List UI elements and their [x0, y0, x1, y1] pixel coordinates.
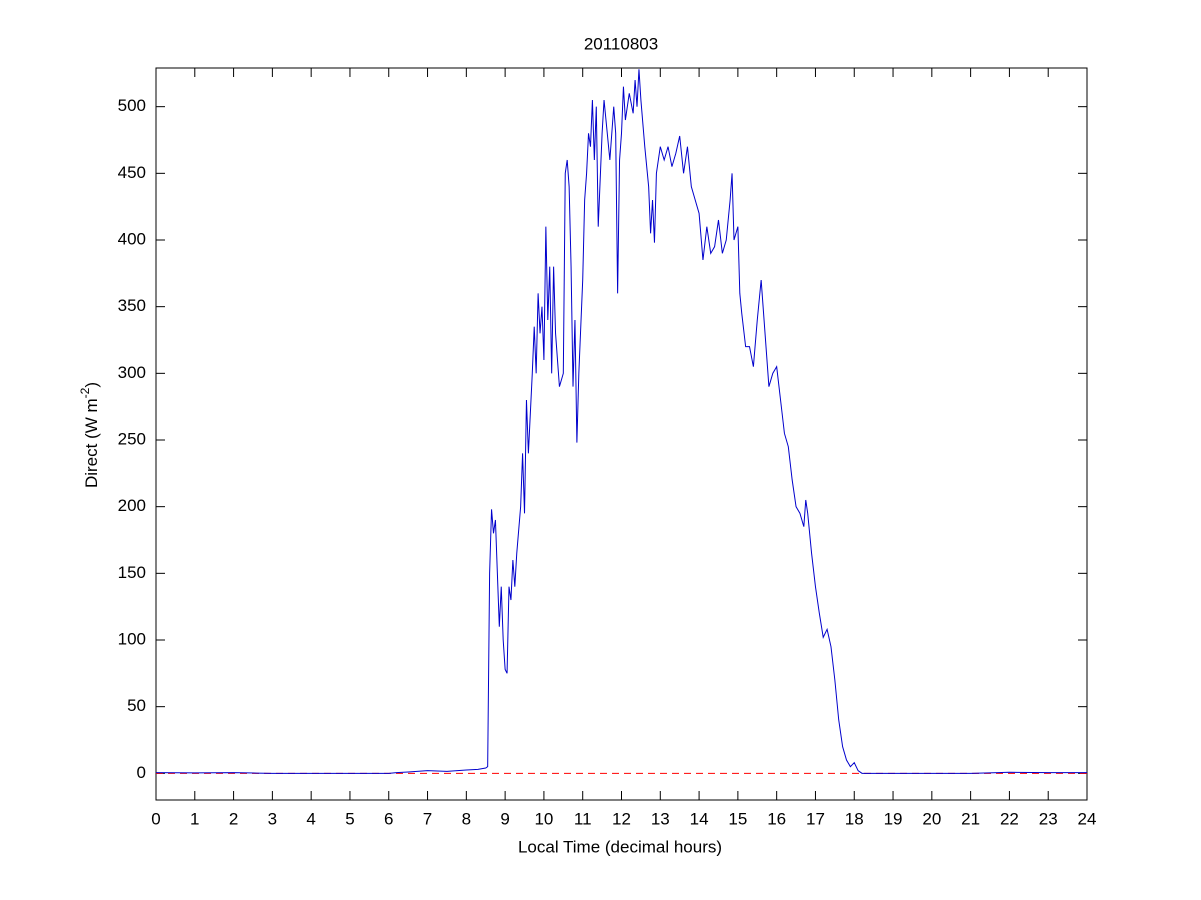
x-tick-label: 0 — [151, 809, 160, 828]
x-tick-label: 19 — [884, 809, 903, 828]
x-tick-label: 14 — [690, 809, 709, 828]
x-tick-label: 15 — [728, 809, 747, 828]
x-tick-label: 22 — [1000, 809, 1019, 828]
y-label-text: Direct (W m — [82, 398, 101, 488]
y-tick-label: 150 — [118, 563, 146, 582]
y-tick-label: 0 — [137, 763, 146, 782]
x-tick-label: 21 — [961, 809, 980, 828]
y-tick-label: 100 — [118, 629, 146, 648]
y-tick-label: 250 — [118, 429, 146, 448]
x-tick-label: 8 — [462, 809, 471, 828]
y-tick-label: 500 — [118, 96, 146, 115]
y-label-sup: -2 — [78, 387, 92, 398]
x-tick-label: 12 — [612, 809, 631, 828]
x-tick-label: 17 — [806, 809, 825, 828]
x-tick-label: 13 — [651, 809, 670, 828]
y-label-suffix: ) — [82, 382, 101, 388]
y-tick-label: 350 — [118, 296, 146, 315]
x-tick-label: 5 — [345, 809, 354, 828]
y-tick-label: 50 — [127, 696, 146, 715]
y-tick-label: 200 — [118, 496, 146, 515]
chart-title: 20110803 — [584, 34, 658, 53]
x-tick-label: 1 — [190, 809, 199, 828]
x-tick-label: 18 — [845, 809, 864, 828]
y-tick-label: 400 — [118, 229, 146, 248]
x-tick-label: 23 — [1039, 809, 1058, 828]
x-tick-label: 4 — [306, 809, 315, 828]
y-tick-label: 450 — [118, 163, 146, 182]
y-axis-label: Direct (W m-2) — [78, 382, 101, 488]
y-tick-label: 300 — [118, 363, 146, 382]
x-tick-label: 16 — [767, 809, 786, 828]
x-tick-label: 11 — [574, 809, 592, 828]
x-axis-label: Local Time (decimal hours) — [518, 837, 722, 856]
x-tick-label: 3 — [268, 809, 277, 828]
x-tick-label: 20 — [922, 809, 941, 828]
data-line — [155, 69, 1087, 774]
x-tick-label: 24 — [1078, 809, 1097, 828]
x-tick-label: 7 — [423, 809, 432, 828]
x-tick-label: 10 — [534, 809, 553, 828]
x-tick-label: 2 — [229, 809, 238, 828]
x-tick-label: 6 — [384, 809, 393, 828]
x-tick-label: 9 — [500, 809, 509, 828]
